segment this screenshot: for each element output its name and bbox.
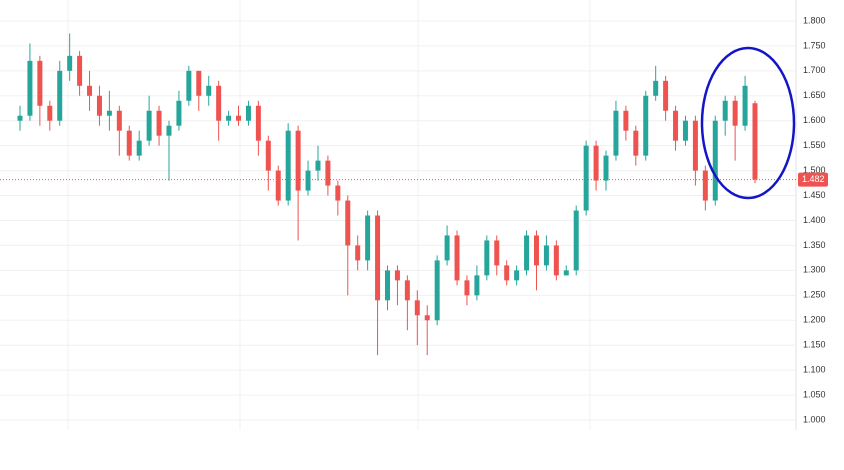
candle-body <box>514 270 520 281</box>
candle-body <box>96 95 102 116</box>
candle-body <box>682 120 688 141</box>
y-tick-label: 1.750 <box>803 40 826 50</box>
y-tick-label: 1.100 <box>803 365 826 375</box>
candle-body <box>57 70 63 121</box>
candle-body <box>732 100 738 126</box>
candle-body <box>385 270 390 301</box>
vertical-grid <box>67 0 591 430</box>
candle-body <box>27 60 33 116</box>
y-tick-label: 1.550 <box>803 140 826 150</box>
candle-body <box>593 145 599 181</box>
candle-body <box>325 160 331 186</box>
y-tick-label: 1.250 <box>803 290 826 300</box>
y-tick-label: 1.800 <box>803 15 826 25</box>
candle-body <box>444 235 450 261</box>
candle-body <box>533 235 539 266</box>
y-tick-label: 1.200 <box>803 315 826 325</box>
candle-body <box>663 80 669 111</box>
candle-body <box>146 110 152 141</box>
candle-body <box>524 235 530 271</box>
candle-body <box>742 85 748 126</box>
y-tick-label: 1.050 <box>803 389 826 399</box>
candle-body <box>722 100 728 121</box>
plot: 1.000 1.050 1.100 1.150 1.200 1.250 1.300 1.350… <box>0 15 828 424</box>
candle-body <box>47 105 53 121</box>
candle-body <box>474 275 480 296</box>
candle-body <box>265 140 271 171</box>
candle-body <box>633 130 639 156</box>
candle-body <box>305 170 311 191</box>
candle-body <box>375 215 381 301</box>
candle-body <box>752 103 758 180</box>
candle-body <box>394 270 400 281</box>
y-tick-label: 1.000 <box>803 414 826 424</box>
candle-body <box>216 85 222 121</box>
candle-body <box>712 120 718 201</box>
candle-body <box>553 245 559 276</box>
candle-body <box>275 170 281 201</box>
candle-body <box>196 70 202 96</box>
y-tick-label: 1.600 <box>803 115 826 125</box>
current-price-box <box>798 172 828 187</box>
candle-body <box>603 155 609 181</box>
candle-body <box>166 125 172 136</box>
candle-body <box>295 130 301 191</box>
candle-body <box>37 60 43 106</box>
candle-body <box>404 280 410 301</box>
y-tick-label: 1.400 <box>803 215 826 225</box>
candle-body <box>573 210 579 271</box>
y-tick-label: 1.450 <box>803 190 826 200</box>
candle-body <box>355 245 361 261</box>
candle-body <box>77 55 83 86</box>
candle-body <box>414 300 420 316</box>
candle-body <box>226 115 232 121</box>
y-tick-label: 1.150 <box>803 340 826 350</box>
candle-body <box>702 170 708 201</box>
candle-body <box>543 245 549 266</box>
candle-body <box>176 100 182 126</box>
y-tick-label: 1.500 <box>803 165 826 175</box>
y-tick-label: 1.350 <box>803 240 826 250</box>
y-tick-label: 1.650 <box>803 90 826 100</box>
highlight-ellipse <box>700 46 796 200</box>
candle-body <box>136 140 142 156</box>
candle-body <box>285 130 291 201</box>
candle-body <box>206 85 212 96</box>
candle-body <box>116 110 122 131</box>
candle-body <box>345 200 351 246</box>
candle-body <box>673 110 679 141</box>
y-tick-label: 1.300 <box>803 265 826 275</box>
candle-body <box>87 85 93 96</box>
candle-body <box>186 70 192 101</box>
candle-body <box>156 110 162 136</box>
candle-body <box>504 265 510 281</box>
candle-body <box>583 145 589 211</box>
candle-body <box>365 215 371 261</box>
candle-body <box>653 80 659 96</box>
candle-body <box>623 110 629 131</box>
candle-body <box>255 105 261 141</box>
current-price-label: 1.482 <box>802 174 825 184</box>
candle-body <box>613 110 619 156</box>
candle-body <box>236 115 242 121</box>
candle-body <box>126 130 132 156</box>
candle-body <box>17 115 23 121</box>
candle-body <box>484 240 490 276</box>
candle-body <box>106 110 112 116</box>
candle-body <box>454 235 460 281</box>
candle-body <box>434 260 440 321</box>
candle-body <box>245 105 251 121</box>
y-tick-label: 1.700 <box>803 65 826 75</box>
candle-body <box>464 280 470 296</box>
candle-body <box>315 160 321 171</box>
candle-body <box>643 95 649 156</box>
candle-body <box>494 240 500 266</box>
candle-body <box>424 315 430 321</box>
candle-body <box>335 185 341 201</box>
candle-body <box>563 270 569 276</box>
candle-body <box>67 55 73 71</box>
candle-body <box>692 120 698 171</box>
